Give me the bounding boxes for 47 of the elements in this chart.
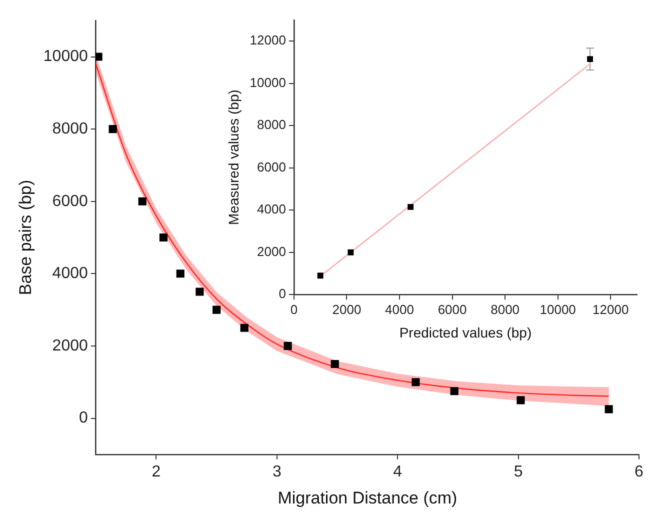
point <box>176 270 184 278</box>
point <box>138 197 146 206</box>
y-tick-label: 2000 <box>52 337 88 354</box>
y-tick-label: 8000 <box>257 117 286 132</box>
x-tick-label: 10000 <box>540 302 576 317</box>
point <box>212 306 221 314</box>
x-axis-title: Predicted values (bp) <box>399 324 532 340</box>
x-tick-label: 4 <box>393 463 402 480</box>
point <box>96 52 102 61</box>
point <box>587 56 594 62</box>
x-tick-label: 2 <box>152 463 161 480</box>
point <box>412 378 420 386</box>
x-tick-label: 6 <box>634 463 644 480</box>
x-tick-label: 8000 <box>490 302 520 317</box>
point <box>330 360 339 368</box>
point <box>317 272 324 279</box>
y-tick-label: 10000 <box>43 48 88 66</box>
x-tick-label: 2000 <box>332 302 362 317</box>
point <box>284 342 292 350</box>
y-axis-title: Measured values (bp) <box>225 90 242 226</box>
x-axis-title: Migration Distance (cm) <box>278 488 458 508</box>
point <box>516 396 525 404</box>
x-tick-label: 5 <box>514 463 523 480</box>
x-tick-label: 3 <box>272 463 282 480</box>
point <box>450 387 458 396</box>
point <box>196 288 204 296</box>
x-tick-label: 4000 <box>385 302 414 317</box>
point <box>240 324 248 332</box>
point <box>408 204 414 210</box>
point <box>159 233 168 242</box>
y-tick-label: 4000 <box>257 202 286 217</box>
x-tick-label: 0 <box>290 302 298 317</box>
y-tick-label: 6000 <box>52 192 88 210</box>
y-tick-label: 2000 <box>257 244 286 259</box>
y-tick-label: 6000 <box>257 159 286 174</box>
y-tick-label: 0 <box>78 410 88 427</box>
point <box>348 249 354 256</box>
y-tick-label: 4000 <box>52 265 88 282</box>
point <box>604 405 613 414</box>
point <box>108 125 117 134</box>
x-tick-label: 6000 <box>438 302 467 317</box>
y-tick-label: 12000 <box>250 32 286 48</box>
y-axis-title: Base pairs (bp) <box>16 180 35 296</box>
x-tick-label: 12000 <box>592 302 629 317</box>
y-tick-label: 8000 <box>52 120 88 138</box>
y-tick-label: 10000 <box>250 74 286 90</box>
y-tick-label: 0 <box>278 286 286 302</box>
